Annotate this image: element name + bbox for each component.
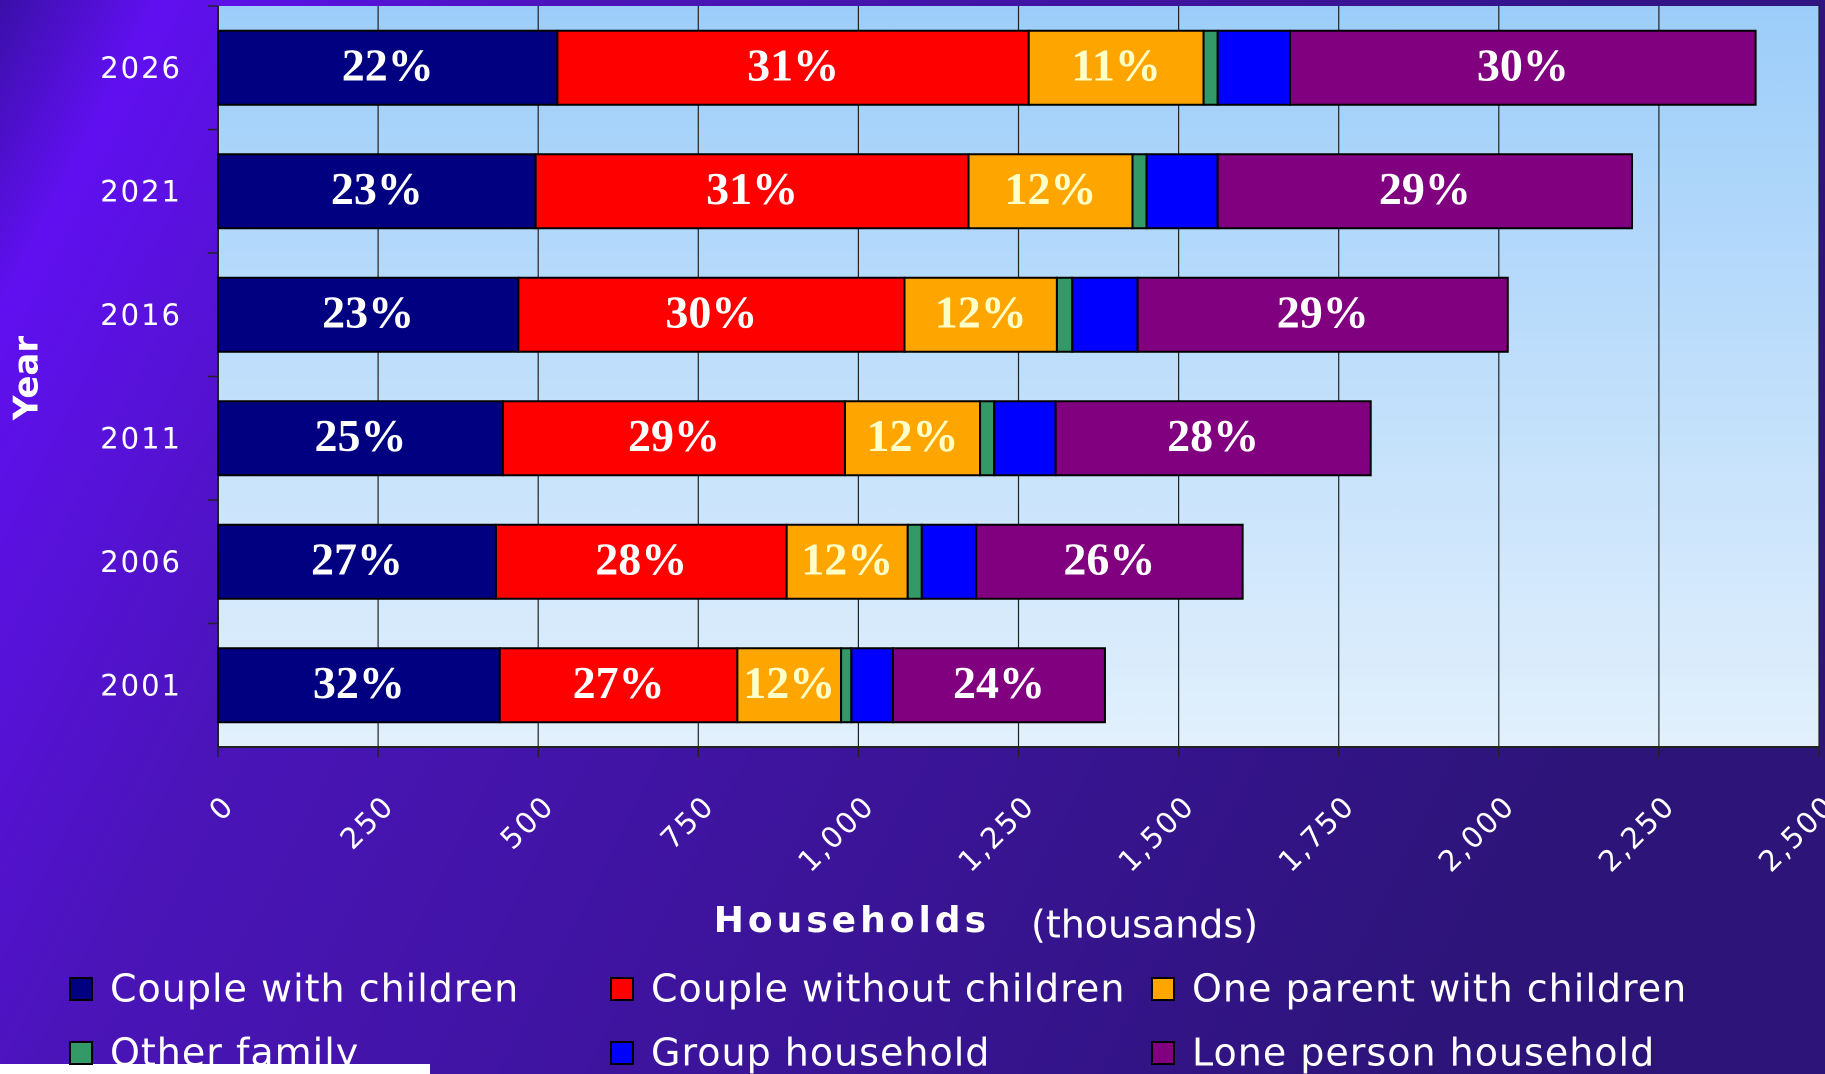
bar-segment [1054,400,1372,477]
value-label: 27% [311,533,403,584]
value-label: 29% [1277,286,1369,337]
value-label: 32% [313,657,405,708]
bar-segment [1289,29,1757,106]
y-tick-label: 2001 [100,668,182,702]
bar-segment [1216,29,1292,106]
y-tick-label: 2016 [100,298,182,332]
value-label: 28% [595,533,687,584]
y-tick-label: 2006 [100,545,182,579]
bar-segment [1216,153,1634,230]
bar-segment [979,400,996,477]
legend-label: Group household [651,1031,990,1074]
x-axis-title: Households [714,900,990,941]
bar-segment [217,523,497,600]
value-label: 29% [628,410,720,461]
bar-segment [840,647,853,724]
value-label: 30% [665,286,757,337]
bar-segment [1202,29,1219,106]
bar-segment [501,400,846,477]
value-label: 23% [331,163,423,214]
bar-segment [217,29,559,106]
bar-segment [1027,29,1205,106]
value-label: 28% [1167,410,1259,461]
bar-segment [1136,276,1509,353]
value-label: 11% [1071,39,1160,90]
legend-swatch [1151,977,1175,1001]
legend-swatch [610,977,634,1001]
bar-segment [850,647,894,724]
bar-segment [906,523,923,600]
bar-segment [556,29,1030,106]
bar-segment [1145,153,1219,230]
bar-segment [891,647,1106,724]
value-label: 12% [743,657,835,708]
bar-segment [1071,276,1139,353]
value-label: 26% [1063,533,1155,584]
legend-swatch [610,1041,634,1065]
bar-segment [494,523,788,600]
legend-label: Couple with children [110,967,519,1011]
value-label: 30% [1477,39,1569,90]
value-label: 12% [1005,163,1097,214]
bar-segment [975,523,1244,600]
logo-fragment [0,1064,430,1074]
legend-label: One parent with children [1192,967,1687,1011]
bar-segment [217,153,537,230]
value-label: 23% [322,286,414,337]
bar-segment [217,400,504,477]
legend-label: Lone person household [1192,1031,1655,1074]
bar-segment [498,647,739,724]
value-label: 29% [1379,163,1471,214]
value-label: 12% [801,533,893,584]
y-tick-label: 2026 [100,51,182,85]
y-tick-label: 2011 [100,421,182,455]
bar-segment [517,276,906,353]
bar-segment [785,523,909,600]
bar-segment [920,523,978,600]
legend-swatch [1151,1041,1175,1065]
value-label: 31% [706,163,798,214]
value-label: 24% [953,657,1045,708]
bar-segment [993,400,1057,477]
value-label: 22% [342,39,434,90]
legend-label: Other family [110,1031,359,1074]
value-label: 31% [747,39,839,90]
y-axis-title: Year [7,336,47,422]
bar-segment [534,153,970,230]
y-tick-label: 2021 [100,174,182,208]
legend-label: Couple without children [651,967,1125,1011]
bar-segment [736,647,843,724]
legend-swatch [69,977,93,1001]
value-label: 12% [935,286,1027,337]
bar-segment [1131,153,1148,230]
x-axis-note: (thousands) [1031,903,1258,947]
bar-segment [1055,276,1074,353]
bar-segment [217,647,501,724]
legend-swatch [69,1041,93,1065]
value-label: 25% [314,410,406,461]
value-label: 27% [573,657,665,708]
bar-segment [903,276,1058,353]
value-label: 12% [867,410,959,461]
